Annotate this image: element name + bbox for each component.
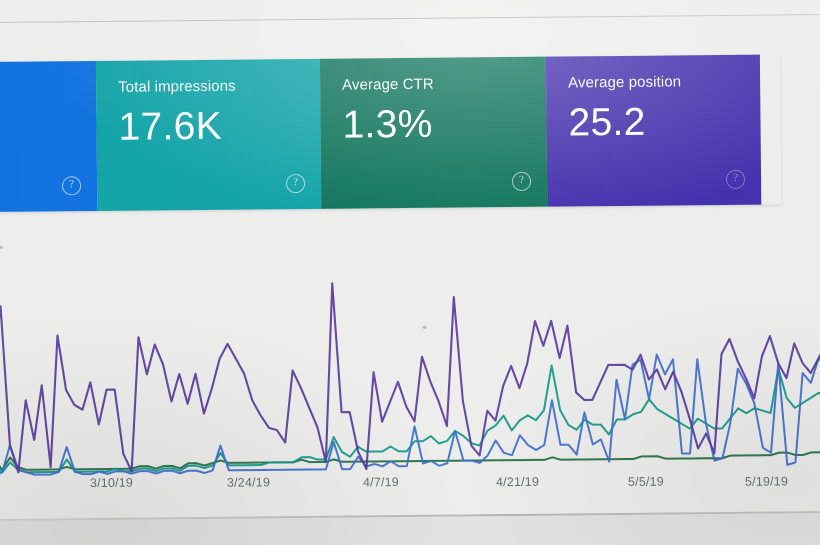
x-axis-tick-label: 4/7/19	[362, 474, 399, 490]
total-clicks-card[interactable]: ?	[0, 61, 98, 213]
help-circle-icon[interactable]: ?	[61, 176, 82, 196]
x-axis-tick-label: 5/5/19	[627, 474, 664, 489]
total-impressions-value: 17.6K	[118, 104, 223, 149]
dust-speck	[422, 325, 427, 329]
help-circle-icon[interactable]: ?	[511, 171, 532, 192]
average-ctr-label: Average CTR	[342, 75, 434, 94]
page-divider-top	[0, 13, 820, 24]
total-clicks-value	[0, 91, 74, 92]
performance-chart[interactable]	[0, 218, 820, 484]
total-impressions-card[interactable]: Total impressions 17.6K ?	[95, 58, 322, 211]
metric-cards-strip: ? Total impressions 17.6K ? Average CTR …	[0, 54, 781, 213]
performance-chart-svg	[0, 275, 820, 482]
x-axis-tick-label: 3/24/19	[226, 475, 271, 490]
average-ctr-card[interactable]: Average CTR 1.3% ?	[319, 56, 548, 209]
average-position-value: 25.2	[568, 100, 646, 145]
total-impressions-label: Total impressions	[118, 77, 236, 96]
x-axis-tick-label: 4/21/19	[495, 474, 540, 489]
help-circle-icon[interactable]: ?	[725, 169, 746, 189]
x-axis-tick-label: 5/19/19	[744, 473, 789, 489]
chart-series-line	[0, 364, 820, 474]
average-position-card[interactable]: Average position 25.2 ?	[545, 54, 762, 207]
x-axis-tick-label: 3/10/19	[89, 475, 134, 491]
average-position-label: Average position	[568, 73, 682, 92]
average-ctr-value: 1.3%	[342, 102, 433, 147]
total-clicks-label	[0, 79, 74, 80]
help-circle-icon[interactable]: ?	[285, 174, 306, 194]
